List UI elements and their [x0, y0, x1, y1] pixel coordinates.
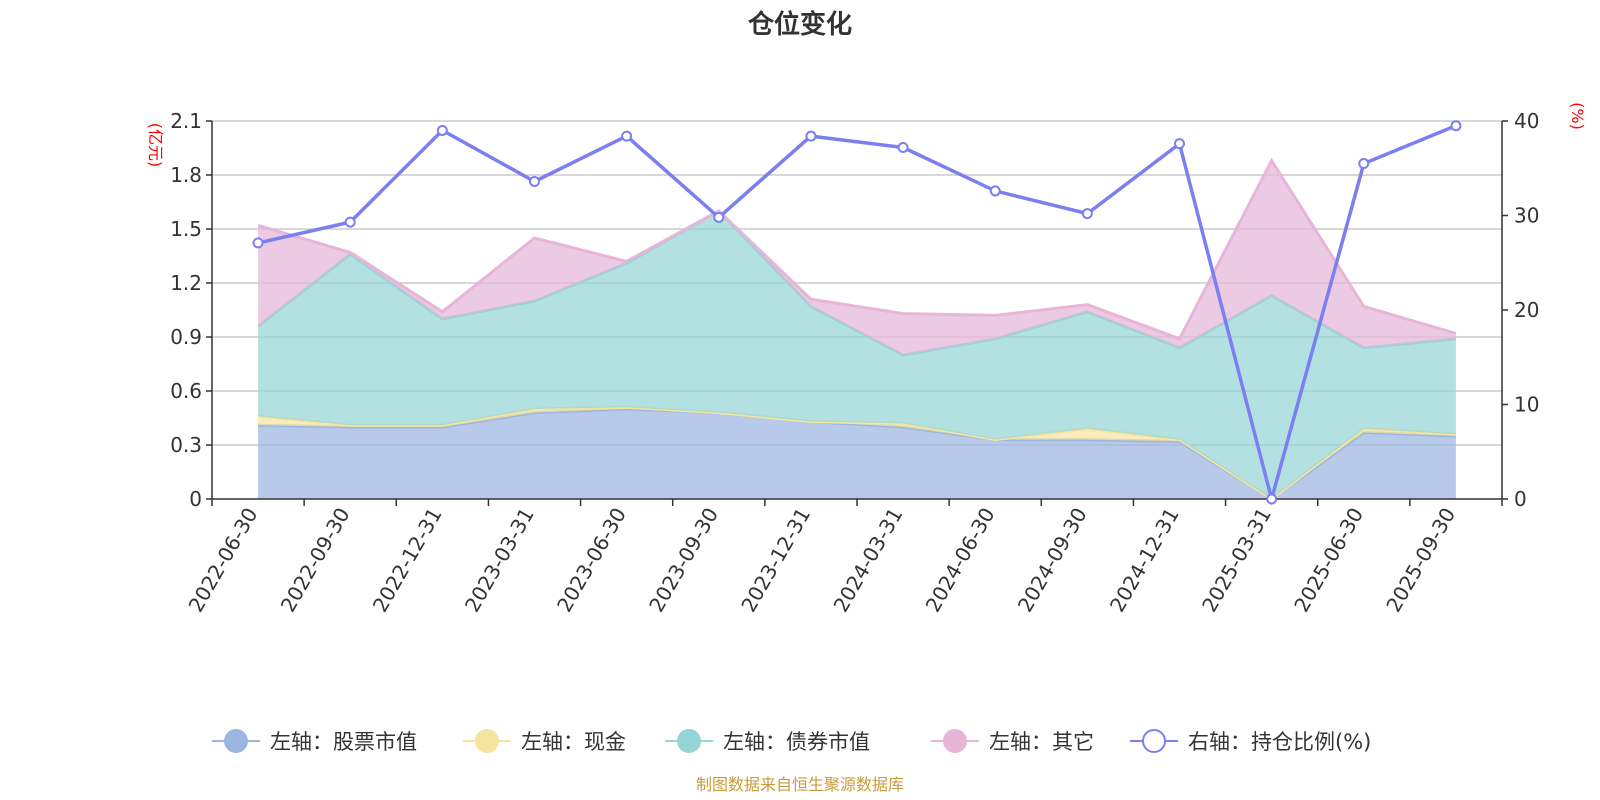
x-tick-label: 2025-06-30 [1289, 504, 1368, 617]
area-series-3 [258, 160, 1456, 355]
right-tick-label: 0 [1514, 487, 1527, 511]
legend-item-1[interactable]: 左轴：现金 [463, 729, 626, 754]
ratio-point[interactable] [529, 175, 540, 187]
legend-marker [677, 729, 701, 753]
area-series-edge-3 [257, 157, 1457, 341]
ratio-point[interactable] [344, 216, 356, 228]
ratio-point[interactable] [1358, 158, 1370, 170]
ratio-point[interactable] [1266, 493, 1278, 505]
ratio-point[interactable] [1450, 120, 1462, 132]
left-tick-label: 1.5 [170, 217, 202, 241]
ratio-point[interactable] [805, 130, 817, 142]
legend-item-2[interactable]: 左轴：债券市值 [665, 729, 870, 754]
ratio-line-path [257, 124, 1457, 506]
x-tick-label: 2025-09-30 [1381, 504, 1460, 617]
ratio-point[interactable] [1081, 208, 1093, 220]
x-tick-label: 2024-09-30 [1013, 504, 1092, 617]
area-series-0 [258, 409, 1456, 499]
left-tick-label: 1.2 [170, 271, 202, 295]
x-tick-label: 2022-12-31 [368, 504, 447, 617]
legend-marker [1142, 729, 1166, 753]
x-tick-label: 2024-03-31 [828, 504, 907, 617]
x-tick-label: 2023-09-30 [644, 504, 723, 617]
chart-title: 仓位变化 [747, 9, 852, 40]
left-axis-unit: (亿元) [146, 123, 165, 168]
legend-label: 右轴：持仓比例(%) [1188, 730, 1371, 754]
ratio-point[interactable] [1174, 138, 1185, 150]
legend-label: 左轴：其它 [989, 730, 1094, 754]
legend-item-0[interactable]: 左轴：股票市值 [212, 729, 417, 754]
ratio-point[interactable] [989, 185, 1001, 197]
right-tick-label: 40 [1514, 109, 1539, 133]
right-axis-unit: (%) [1568, 102, 1587, 130]
ratio-point[interactable] [436, 124, 448, 136]
legend-item-4[interactable]: 右轴：持仓比例(%) [1130, 729, 1371, 754]
x-tick-label: 2024-06-30 [921, 504, 1000, 617]
legend-marker [475, 729, 499, 753]
right-tick-label: 10 [1514, 393, 1539, 417]
left-tick-label: 1.8 [170, 163, 202, 187]
ratio-point[interactable] [621, 130, 633, 142]
legend-label: 左轴：股票市值 [270, 730, 417, 754]
left-tick-label: 0.9 [170, 325, 202, 349]
legend-label: 左轴：现金 [521, 730, 626, 754]
left-tick-label: 0.3 [170, 433, 202, 457]
right-tick-label: 30 [1514, 204, 1539, 228]
legend-marker [224, 729, 248, 753]
legend-label: 左轴：债券市值 [723, 730, 870, 754]
legend-marker [943, 729, 967, 753]
ratio-point[interactable] [897, 141, 909, 153]
legend-item-3[interactable]: 左轴：其它 [931, 729, 1094, 754]
area-series-2 [258, 211, 1456, 499]
x-tick-label: 2023-06-30 [552, 504, 631, 617]
ratio-point[interactable] [252, 237, 264, 249]
x-tick-label: 2023-12-31 [736, 504, 815, 617]
left-tick-label: 2.1 [170, 109, 202, 133]
left-tick-label: 0.6 [170, 379, 202, 403]
data-source-note: 制图数据来自恒生聚源数据库 [696, 775, 904, 794]
x-tick-label: 2022-09-30 [276, 504, 355, 617]
legend[interactable]: 左轴：股票市值 左轴：现金 左轴：债券市值 左轴：其它 右轴：持仓比例(%) [212, 729, 1371, 754]
left-tick-label: 0 [189, 487, 202, 511]
x-tick-label: 2024-12-31 [1105, 504, 1184, 617]
x-tick-label: 2022-06-30 [183, 504, 262, 617]
position-ratio-line [252, 120, 1462, 506]
ratio-point[interactable] [713, 211, 725, 223]
stacked-areas [257, 157, 1457, 501]
right-tick-label: 20 [1514, 298, 1539, 322]
x-tick-label: 2025-03-31 [1197, 504, 1276, 617]
x-tick-label: 2023-03-31 [460, 504, 539, 617]
